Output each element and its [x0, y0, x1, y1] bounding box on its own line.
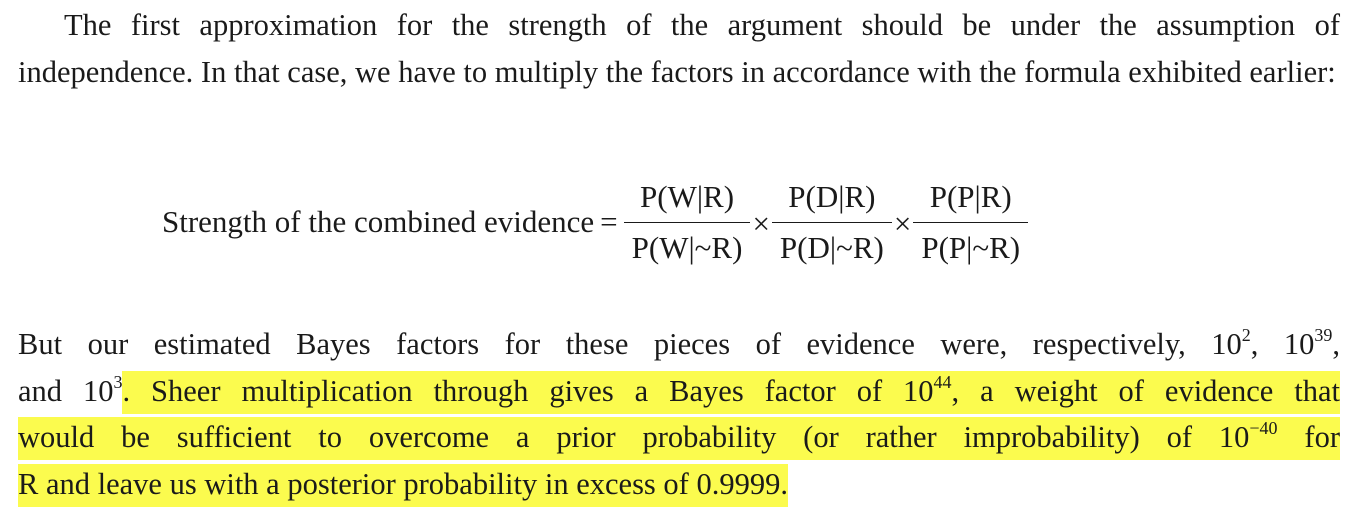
exponent: 39	[1314, 325, 1333, 345]
fraction-d-numerator: P(D|R)	[788, 178, 876, 214]
paragraph-line-4: R and leave us with a posterior probabil…	[18, 461, 1340, 508]
exponent: 3	[113, 371, 123, 392]
formula-equals: =	[600, 204, 618, 239]
intro-paragraph-text: The first approximation for the strength…	[18, 8, 1340, 89]
text-run: and 10	[18, 373, 114, 408]
fraction-p: P(P|R) P(P|~R)	[913, 178, 1029, 267]
paragraph-line-3: would be sufficient to overcome a prior …	[18, 414, 1340, 461]
text-run: for	[1277, 420, 1340, 454]
intro-paragraph: The first approximation for the strength…	[18, 2, 1340, 95]
paragraph-line-2: and 103. Sheer multiplication through gi…	[18, 368, 1340, 415]
fraction-p-numerator: P(P|R)	[929, 178, 1012, 214]
text-run: . Sheer multiplication through gives a B…	[122, 373, 934, 408]
text-run: But our estimated Bayes factors for thes…	[18, 327, 1242, 361]
times-sign: ×	[752, 206, 770, 241]
times-sign: ×	[893, 206, 912, 241]
fraction-d-denominator: P(D|~R)	[771, 221, 892, 267]
text-run: , a weight of evidence that	[951, 373, 1340, 408]
bayes-factor-formula: Strength of the combined evidence = P(W|…	[162, 172, 1029, 272]
text-run: , 10	[1250, 327, 1315, 361]
highlighted-text: would be sufficient to overcome a prior …	[18, 417, 1340, 460]
fraction-w-denominator: P(W|~R)	[623, 221, 751, 267]
formula-lhs: Strength of the combined evidence	[162, 204, 595, 239]
fraction-w: P(W|R) P(W|~R)	[623, 178, 751, 267]
paragraph-line-1: But our estimated Bayes factors for thes…	[18, 321, 1340, 368]
exponent: 2	[1241, 325, 1251, 345]
exponent: −40	[1249, 418, 1278, 438]
highlighted-text: . Sheer multiplication through gives a B…	[122, 370, 1340, 414]
bayes-factors-paragraph: But our estimated Bayes factors for thes…	[18, 321, 1340, 507]
highlighted-text: R and leave us with a posterior probabil…	[18, 463, 788, 507]
exponent: 44	[933, 371, 952, 392]
fraction-w-numerator: P(W|R)	[640, 178, 735, 214]
text-run: would be sufficient to overcome a prior …	[18, 420, 1250, 454]
fraction-p-denominator: P(P|~R)	[913, 221, 1029, 267]
text-run: ,	[1332, 327, 1341, 361]
fraction-d: P(D|R) P(D|~R)	[771, 178, 892, 267]
